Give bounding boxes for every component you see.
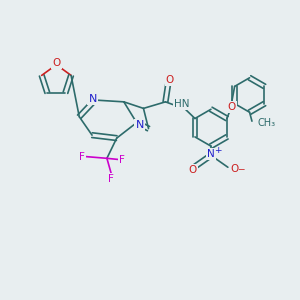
Text: N: N [207, 149, 215, 159]
Text: +: + [214, 146, 221, 154]
Text: N: N [135, 120, 144, 130]
Text: F: F [119, 154, 125, 164]
Text: O: O [188, 165, 196, 175]
Text: −: − [237, 164, 244, 173]
Text: O: O [52, 58, 61, 68]
Text: O: O [230, 164, 238, 174]
Text: N: N [88, 94, 97, 103]
Text: HN: HN [174, 99, 190, 109]
Text: CH₃: CH₃ [257, 118, 275, 128]
Text: F: F [79, 152, 85, 161]
Text: F: F [108, 174, 114, 184]
Text: O: O [228, 102, 236, 112]
Text: O: O [166, 75, 174, 85]
